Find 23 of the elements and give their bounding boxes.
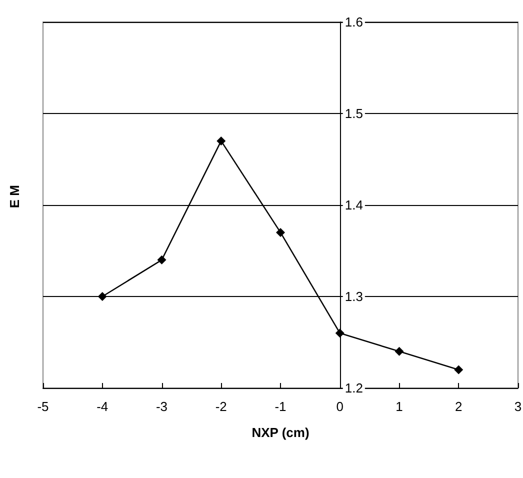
x-tick-label: -1 xyxy=(274,399,286,414)
x-tick-label: 3 xyxy=(514,399,522,414)
x-tick-label: 2 xyxy=(455,399,462,414)
x-tick-label: -5 xyxy=(37,399,49,414)
point xyxy=(454,365,464,374)
x-axis-title: NXP (cm) xyxy=(252,425,310,440)
y-axis-title: E M xyxy=(7,184,22,208)
point xyxy=(335,328,344,338)
x-tick-label: 0 xyxy=(336,399,344,414)
y-tick-label: 1.3 xyxy=(344,289,363,304)
x-tick-label: -2 xyxy=(215,399,227,414)
y-tick-label: 1.2 xyxy=(344,380,363,396)
y-tick-label: 1.6 xyxy=(344,14,363,30)
point xyxy=(394,346,404,356)
y-tick-label: 1.4 xyxy=(344,198,363,212)
point xyxy=(276,228,285,237)
point xyxy=(98,292,107,301)
point xyxy=(216,136,226,146)
x-tick-label: -3 xyxy=(156,399,168,414)
point xyxy=(157,255,166,264)
x-tick-label: 1 xyxy=(396,399,403,414)
y-tick-label: 1.5 xyxy=(344,106,363,121)
x-tick-label: -4 xyxy=(96,399,108,414)
